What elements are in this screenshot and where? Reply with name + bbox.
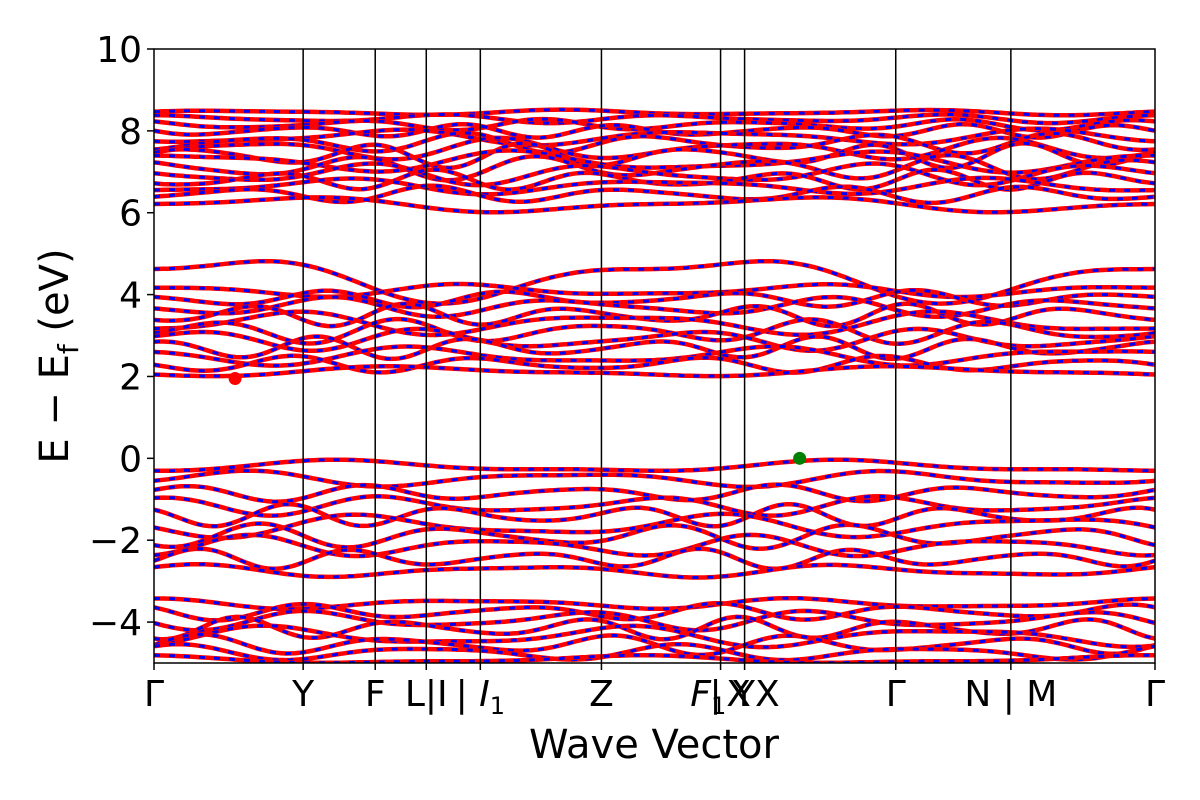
band-line-blue	[154, 288, 1155, 309]
kpoint-label-sub: 1	[490, 692, 505, 720]
band-line-blue	[154, 458, 1155, 473]
band-line-blue	[154, 195, 1155, 214]
y-tick-label: 0	[119, 439, 142, 480]
band-line-blue	[154, 310, 1155, 337]
band-line-red	[154, 532, 1155, 559]
vbm-marker	[793, 451, 807, 465]
kpoint-label-main: Z	[589, 674, 614, 715]
y-axis-title: E − Ef (eV)	[32, 248, 85, 463]
kpoint-label-main: L|I	[405, 674, 448, 715]
y-axis-title-main: E − E	[32, 354, 78, 464]
band-line-blue	[154, 127, 1155, 147]
band-line-blue	[154, 483, 1155, 504]
kpoint-label: F	[365, 674, 386, 715]
y-tick-label: 4	[119, 276, 142, 317]
band-line-blue	[154, 122, 1155, 140]
y-tick-label: 2	[119, 357, 142, 398]
kpoint-label-main: Γ	[886, 674, 906, 715]
kpoint-label-main: F	[690, 674, 712, 715]
band-line-blue	[154, 184, 1155, 205]
band-line-red	[154, 546, 1155, 572]
kpoint-label-main: I	[479, 674, 490, 715]
y-tick-label: 10	[96, 30, 142, 71]
band-line-blue	[154, 596, 1155, 611]
band-line-blue	[154, 131, 1155, 155]
kpoint-label-main: Y	[291, 674, 315, 715]
markers-layer	[228, 372, 807, 465]
band-line-blue	[154, 562, 1155, 579]
band-line-blue	[154, 502, 1155, 528]
kpoint-label: Γ	[1145, 674, 1165, 715]
plot-frame	[153, 48, 1156, 664]
band-line-blue	[154, 317, 1155, 346]
band-line-red	[154, 183, 1155, 206]
kpoint-label-sub: 1	[711, 692, 726, 720]
bands-layer	[154, 107, 1155, 663]
kpoint-label: | I1	[456, 674, 505, 720]
kpoint-label-suffix: X	[726, 674, 751, 715]
y-tick-label: 6	[119, 194, 142, 235]
band-line-blue	[154, 512, 1155, 540]
band-line-blue	[154, 547, 1155, 571]
band-line-blue	[154, 295, 1155, 319]
band-line-blue	[154, 327, 1155, 353]
kpoint-label: Z	[589, 674, 614, 715]
y-tick-label: −4	[89, 603, 142, 644]
band-line-blue	[154, 469, 1155, 489]
band-line-blue	[154, 521, 1155, 551]
x-axis-title: Wave Vector	[529, 722, 780, 768]
band-line-blue	[154, 364, 1155, 378]
kpoint-label-main: | YX	[709, 674, 779, 715]
kpoint-label: L|I	[405, 674, 448, 715]
kpoint-label: Y	[291, 674, 315, 715]
y-axis-title-unit: (eV)	[32, 248, 78, 344]
kpoint-label: F1X	[690, 674, 751, 720]
kpoint-label: N | M	[964, 674, 1057, 715]
band-line-red	[154, 468, 1155, 490]
kpoint-label-main: Γ	[1145, 674, 1165, 715]
kpoint-label-prefix: |	[456, 674, 480, 715]
cbm-marker	[228, 372, 242, 386]
band-line-red	[154, 195, 1155, 215]
band-line-blue	[154, 609, 1155, 632]
band-line-blue	[154, 141, 1155, 170]
band-line-blue	[154, 494, 1155, 518]
band-line-blue	[154, 334, 1155, 361]
y-tick-label: 8	[119, 112, 142, 153]
kpoint-label-main: N | M	[964, 674, 1057, 715]
band-line-blue	[154, 117, 1155, 132]
kpoint-label: Γ	[144, 674, 164, 715]
y-axis-ticks: −4 −2 0 2 4 6 8 10	[89, 30, 154, 644]
y-axis-title-sub: f	[52, 343, 85, 354]
kpoint-label-main: Γ	[144, 674, 164, 715]
band-line-blue	[154, 136, 1155, 161]
kpoint-label-main: F	[365, 674, 386, 715]
band-line-blue	[154, 112, 1155, 125]
band-line-blue	[154, 259, 1155, 306]
kpoint-label: Γ	[886, 674, 906, 715]
band-line-blue	[154, 642, 1155, 662]
y-tick-label: −2	[89, 521, 142, 562]
kpoint-label: | YX	[709, 674, 779, 715]
band-line-blue	[154, 601, 1155, 622]
band-line-blue	[154, 624, 1155, 649]
band-line-blue	[154, 176, 1155, 196]
kpoint-lines	[302, 49, 1012, 663]
